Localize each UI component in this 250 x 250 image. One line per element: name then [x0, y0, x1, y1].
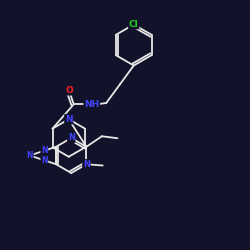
Text: N: N: [41, 156, 48, 165]
Text: N: N: [26, 151, 33, 160]
Text: N: N: [83, 160, 90, 169]
Text: NH: NH: [84, 100, 100, 109]
Text: N: N: [65, 115, 72, 124]
Text: N: N: [41, 146, 48, 155]
Text: Cl: Cl: [129, 20, 138, 28]
Text: O: O: [66, 86, 73, 95]
Text: N: N: [68, 134, 75, 142]
